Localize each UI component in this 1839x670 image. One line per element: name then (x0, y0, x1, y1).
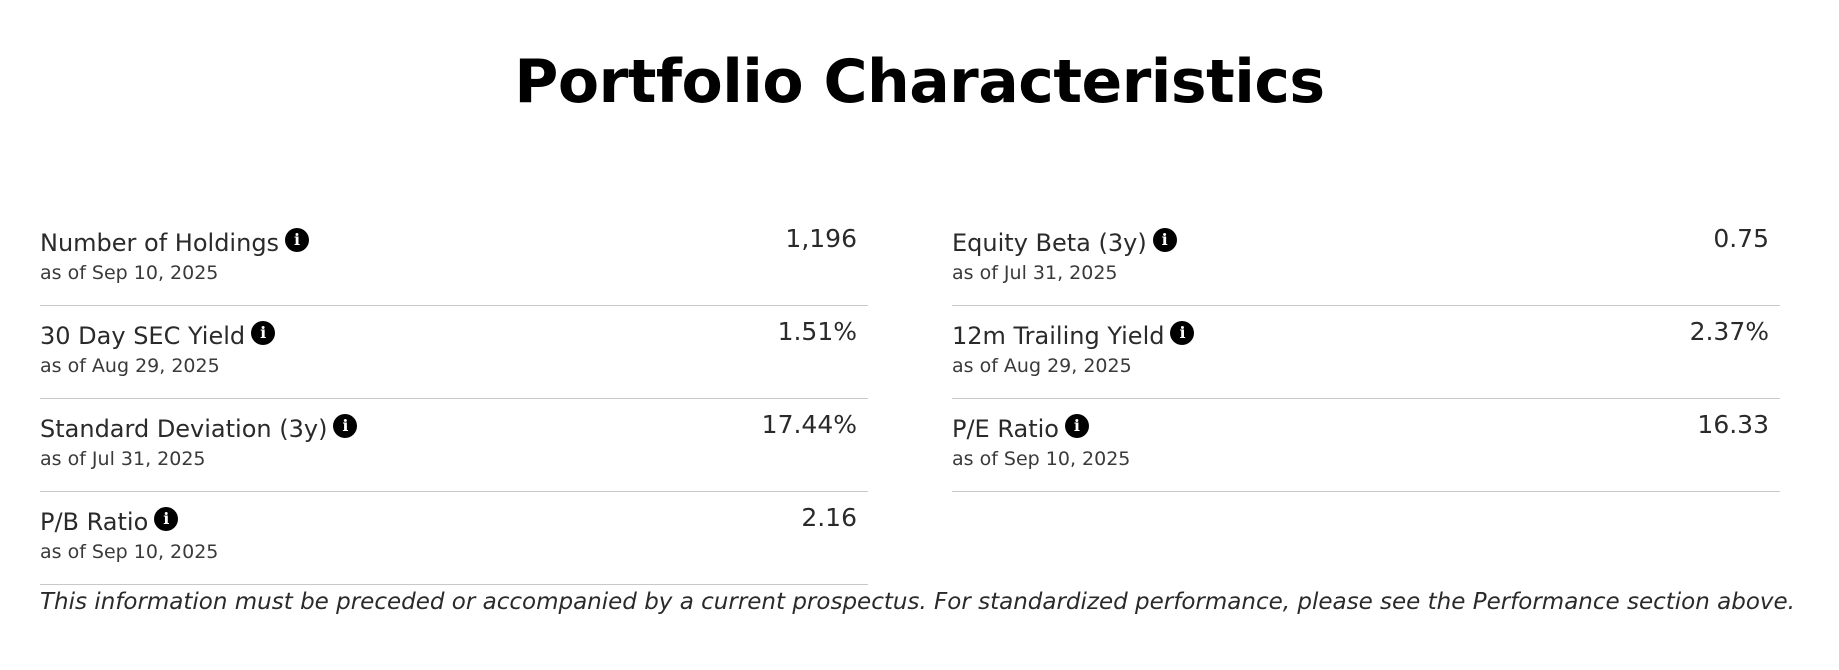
info-icon[interactable]: i (1064, 414, 1089, 438)
metric-row-12m-trailing-yield: 12m Trailing Yield i as of Aug 29, 2025 … (952, 306, 1780, 399)
as-of-date: as of Aug 29, 2025 (952, 355, 1132, 377)
as-of-date: as of Jul 31, 2025 (40, 448, 206, 470)
metric-value: 16.33 (1697, 410, 1769, 439)
info-icon[interactable]: i (154, 507, 179, 531)
info-icon[interactable]: i (1170, 321, 1195, 345)
metric-label: Equity Beta (3y) (952, 229, 1147, 257)
info-icon[interactable]: i (1152, 228, 1177, 252)
metric-value: 0.75 (1713, 224, 1769, 253)
metric-label: Standard Deviation (3y) (40, 415, 328, 443)
metric-value: 1,196 (785, 224, 857, 253)
metric-row-pb-ratio: P/B Ratio i as of Sep 10, 2025 2.16 (40, 492, 868, 585)
as-of-date: as of Sep 10, 2025 (40, 541, 219, 563)
as-of-date: as of Jul 31, 2025 (952, 262, 1118, 284)
info-icon[interactable]: i (285, 228, 310, 252)
metric-row-30-day-sec-yield: 30 Day SEC Yield i as of Aug 29, 2025 1.… (40, 306, 868, 399)
metric-value: 2.37% (1689, 317, 1769, 346)
page-title: Portfolio Characteristics (514, 47, 1325, 117)
metric-label: 12m Trailing Yield (952, 322, 1165, 350)
info-icon[interactable]: i (333, 414, 358, 438)
left-column: Number of Holdings i as of Sep 10, 2025 … (40, 213, 868, 585)
metric-row-standard-deviation: Standard Deviation (3y) i as of Jul 31, … (40, 399, 868, 492)
right-column: Equity Beta (3y) i as of Jul 31, 2025 0.… (952, 213, 1780, 585)
metric-row-number-of-holdings: Number of Holdings i as of Sep 10, 2025 … (40, 213, 868, 306)
characteristics-grid: Number of Holdings i as of Sep 10, 2025 … (40, 213, 1780, 585)
metric-label: 30 Day SEC Yield (40, 322, 246, 350)
metric-value: 1.51% (777, 317, 857, 346)
metric-value: 2.16 (801, 503, 857, 532)
metric-label: P/B Ratio (40, 508, 149, 536)
metric-label: Number of Holdings (40, 229, 280, 257)
as-of-date: as of Sep 10, 2025 (952, 448, 1131, 470)
as-of-date: as of Aug 29, 2025 (40, 355, 220, 377)
metric-row-pe-ratio: P/E Ratio i as of Sep 10, 2025 16.33 (952, 399, 1780, 492)
disclaimer-text: This information must be preceded or acc… (40, 589, 1795, 615)
info-icon[interactable]: i (251, 321, 276, 345)
metric-value: 17.44% (761, 410, 857, 439)
metric-row-equity-beta: Equity Beta (3y) i as of Jul 31, 2025 0.… (952, 213, 1780, 306)
metric-label: P/E Ratio (952, 415, 1059, 443)
as-of-date: as of Sep 10, 2025 (40, 262, 219, 284)
